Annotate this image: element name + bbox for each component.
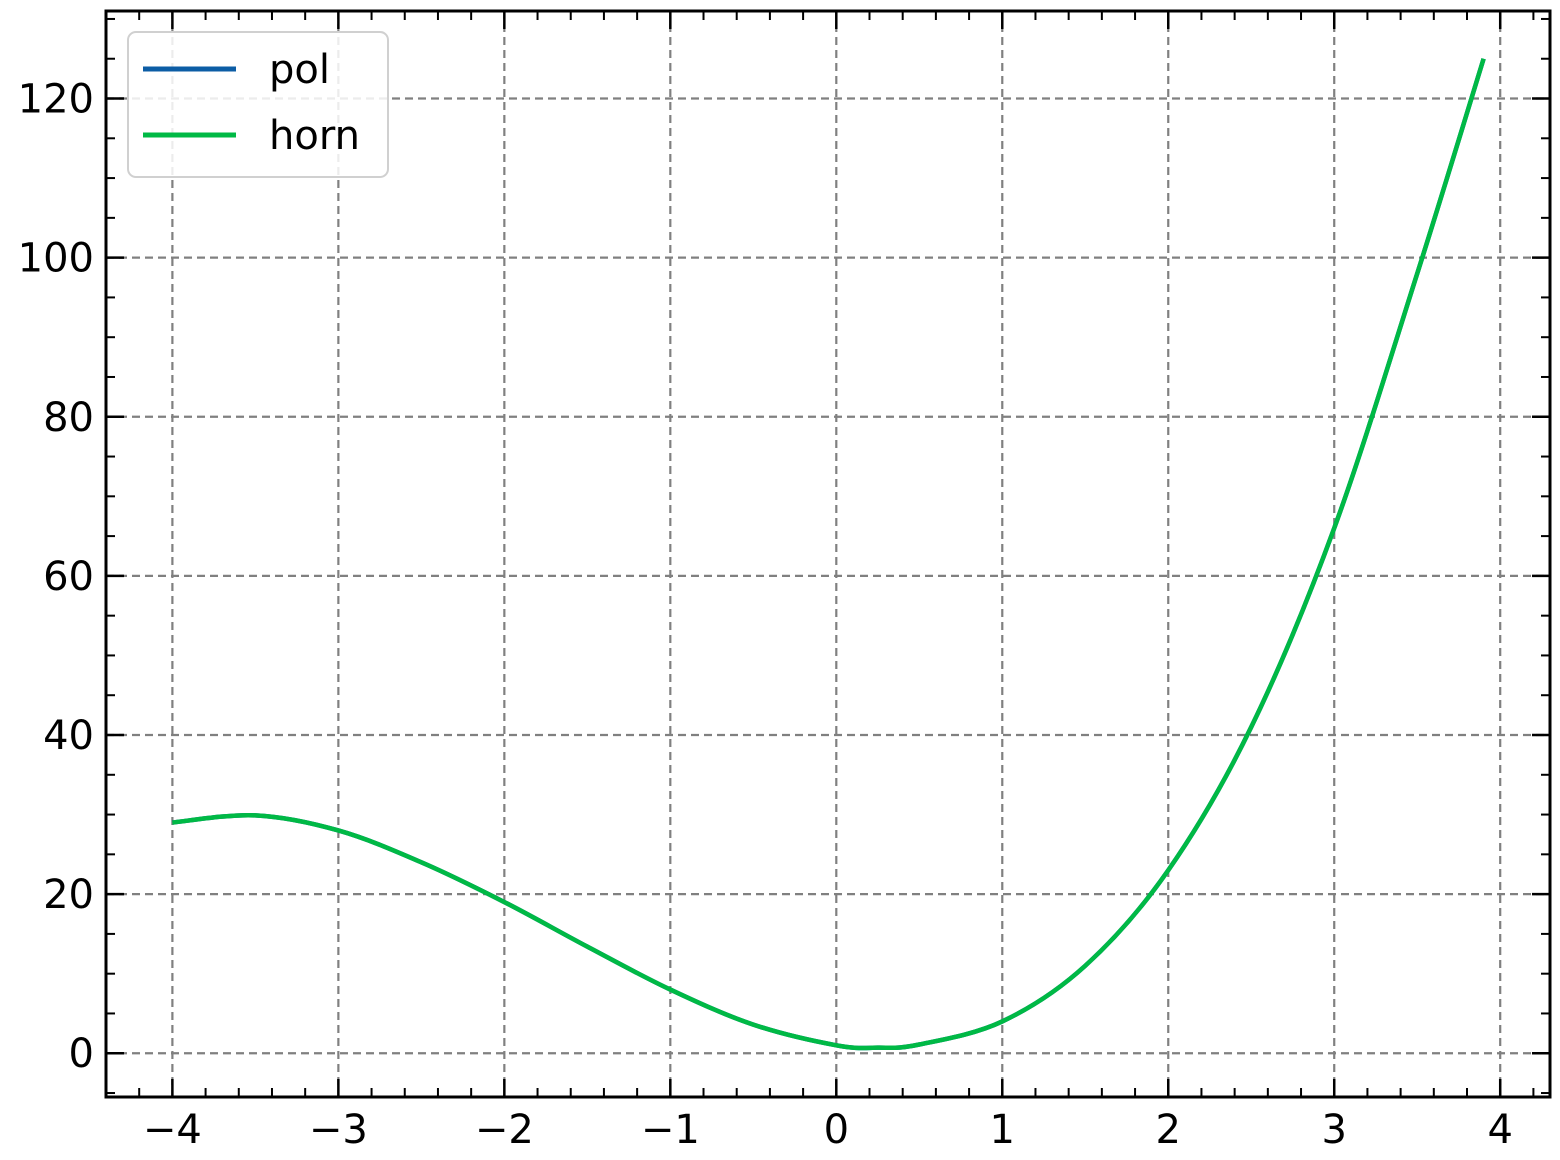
x-tick-label: −4 [143, 1107, 202, 1153]
x-tick-labels: −4 −3 −2 −1 0 1 2 3 4 [143, 1107, 1513, 1153]
y-tick-labels: 0 20 40 60 80 100 120 [18, 77, 94, 1078]
major-ticks [106, 11, 1550, 1097]
y-tick-label: 0 [69, 1031, 94, 1077]
series-line-horn [172, 58, 1486, 1051]
x-tick-label: 0 [824, 1107, 849, 1153]
x-tick-label: 1 [990, 1107, 1015, 1153]
plot-frame [104, 9, 1552, 1099]
legend: pol horn [127, 31, 389, 178]
y-tick-label: 80 [43, 395, 94, 441]
x-tick-label: 2 [1156, 1107, 1181, 1153]
x-tick-label: −1 [641, 1107, 700, 1153]
x-tick-label: 4 [1487, 1107, 1512, 1153]
x-tick-label: −3 [309, 1107, 368, 1153]
legend-label-horn: horn [269, 113, 360, 159]
series-layer [172, 58, 1486, 1051]
legend-label-pol: pol [269, 47, 330, 93]
y-tick-label: 120 [18, 77, 94, 123]
y-tick-label: 60 [43, 554, 94, 600]
grid [106, 11, 1550, 1097]
y-tick-label: 40 [43, 713, 94, 759]
y-tick-label: 20 [43, 872, 94, 918]
x-tick-label: −2 [475, 1107, 534, 1153]
series-line-pol [172, 58, 1486, 1051]
x-tick-label: 3 [1322, 1107, 1347, 1153]
y-tick-label: 100 [18, 236, 94, 282]
